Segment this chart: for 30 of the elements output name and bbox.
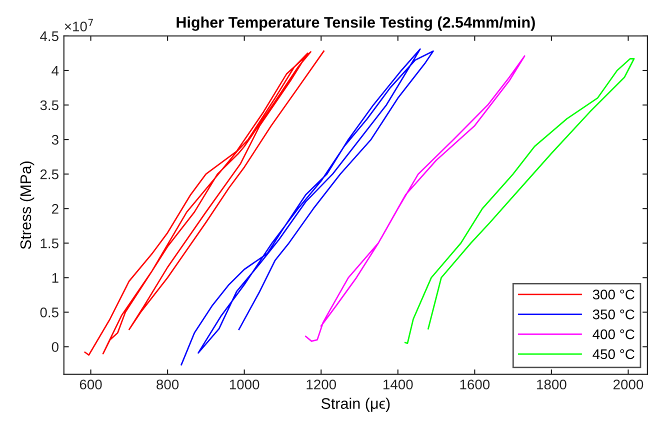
legend-label: 450 °C (592, 349, 634, 360)
line-series (84, 50, 324, 356)
x-tick-label: 1200 (306, 380, 336, 390)
y-tick-label: 0.5 (40, 308, 58, 318)
y-tick-label: 3.5 (40, 100, 58, 110)
legend-label: 400 °C (592, 329, 634, 340)
y-tick-label: 0 (52, 342, 58, 352)
chart-title: Higher Temperature Tensile Testing (2.54mm/min) (176, 16, 535, 31)
line-series (404, 58, 635, 344)
x-tick-label: 1800 (537, 380, 566, 390)
x-tick-label: 1600 (460, 380, 490, 390)
x-tick-label: 600 (80, 380, 102, 390)
y-tick-label: 4 (52, 66, 59, 76)
x-tick-label: 1000 (230, 380, 260, 390)
y-tick-label: 2 (52, 204, 58, 214)
y-tick-label: 1 (52, 273, 58, 283)
legend-label: 300 °C (592, 290, 634, 300)
x-axis-title: Strain (μϵ) (321, 398, 390, 412)
line-series (180, 48, 434, 366)
x-tick-label: 2000 (613, 380, 644, 390)
y-tick-label: 3 (52, 134, 58, 145)
x-tick-label: 800 (156, 380, 179, 390)
y-axis-title: Stress (MPa) (20, 162, 34, 250)
x-tick-label: 1400 (384, 380, 413, 390)
y-tick-label: 2.5 (40, 169, 58, 180)
legend-label: 350 °C (592, 309, 634, 320)
line-series (305, 55, 526, 342)
y-tick-label: 1.5 (40, 238, 58, 248)
y-tick-label: 4.5 (40, 31, 58, 42)
text: ×10$^{7}$ (64, 18, 93, 32)
